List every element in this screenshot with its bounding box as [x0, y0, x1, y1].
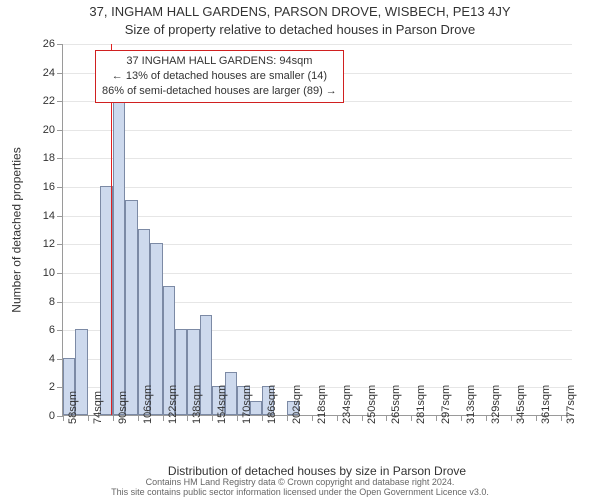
y-tick-label: 10 — [43, 267, 55, 279]
histogram-bar — [113, 100, 125, 415]
gridline — [63, 130, 572, 131]
x-tick — [436, 415, 437, 421]
x-tick — [88, 415, 89, 421]
x-tick — [461, 415, 462, 421]
chart-title-main: 37, INGHAM HALL GARDENS, PARSON DROVE, W… — [0, 4, 600, 19]
y-tick-label: 18 — [43, 152, 55, 164]
gridline — [63, 158, 572, 159]
x-tick — [486, 415, 487, 421]
y-tick — [57, 273, 63, 274]
y-axis-label: Number of detached properties — [10, 44, 24, 416]
annotation-line: 37 INGHAM HALL GARDENS: 94sqm — [102, 54, 337, 69]
x-tick — [163, 415, 164, 421]
y-tick — [57, 187, 63, 188]
chart-footer: Contains HM Land Registry data © Crown c… — [0, 478, 600, 498]
annotation-line: 86% of semi-detached houses are larger (… — [102, 84, 337, 99]
y-tick-label: 0 — [49, 410, 55, 422]
chart-title-sub: Size of property relative to detached ho… — [0, 22, 600, 37]
y-tick-label: 2 — [49, 381, 55, 393]
y-tick — [57, 216, 63, 217]
y-tick — [57, 330, 63, 331]
x-tick — [63, 415, 64, 421]
x-tick — [337, 415, 338, 421]
y-tick-label: 14 — [43, 210, 55, 222]
x-tick — [312, 415, 313, 421]
y-tick-label: 26 — [43, 38, 55, 50]
x-tick — [362, 415, 363, 421]
histogram-bar — [125, 200, 137, 415]
x-tick — [287, 415, 288, 421]
y-tick — [57, 244, 63, 245]
y-tick-label: 6 — [49, 324, 55, 336]
x-tick — [187, 415, 188, 421]
y-tick-label: 4 — [49, 353, 55, 365]
y-tick — [57, 101, 63, 102]
x-tick — [237, 415, 238, 421]
x-tick — [386, 415, 387, 421]
y-tick — [57, 44, 63, 45]
footer-line-3: This site contains public sector informa… — [8, 488, 592, 498]
y-tick — [57, 302, 63, 303]
y-tick-label: 22 — [43, 95, 55, 107]
gridline — [63, 216, 572, 217]
gridline — [63, 44, 572, 45]
y-tick-label: 24 — [43, 67, 55, 79]
y-tick-label: 16 — [43, 181, 55, 193]
annotation-box: 37 INGHAM HALL GARDENS: 94sqm← 13% of de… — [95, 50, 344, 103]
x-axis-label: Distribution of detached houses by size … — [62, 464, 572, 478]
x-tick — [113, 415, 114, 421]
plot-area: 0246810121416182022242658sqm74sqm90sqm10… — [62, 44, 572, 416]
y-tick-label: 12 — [43, 238, 55, 250]
y-axis-label-text: Number of detached properties — [10, 147, 24, 312]
y-tick-label: 20 — [43, 124, 55, 136]
x-tick — [411, 415, 412, 421]
y-tick-label: 8 — [49, 296, 55, 308]
x-tick — [138, 415, 139, 421]
x-tick — [561, 415, 562, 421]
y-tick — [57, 158, 63, 159]
y-tick — [57, 130, 63, 131]
gridline — [63, 187, 572, 188]
x-tick — [536, 415, 537, 421]
annotation-line: ← 13% of detached houses are smaller (14… — [102, 69, 337, 84]
x-tick — [212, 415, 213, 421]
x-tick — [511, 415, 512, 421]
x-tick — [262, 415, 263, 421]
y-tick — [57, 73, 63, 74]
